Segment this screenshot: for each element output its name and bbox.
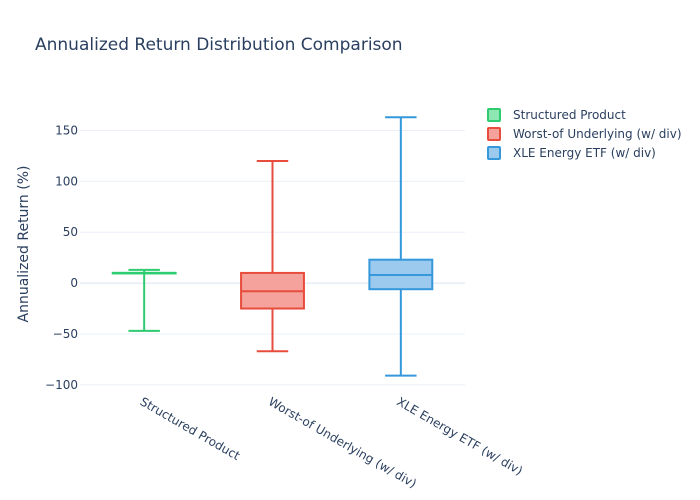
x-tick-label: Worst-of Underlying (w/ div) xyxy=(266,394,419,490)
y-tick-label: 50 xyxy=(63,225,78,239)
legend-label: Structured Product xyxy=(513,108,626,122)
legend-item-2[interactable]: Worst-of Underlying (w/ div) xyxy=(487,127,682,141)
chart-title: Annualized Return Distribution Compariso… xyxy=(35,35,403,55)
legend-swatch xyxy=(487,146,501,160)
y-tick-label: 100 xyxy=(55,174,78,188)
box-2 xyxy=(240,160,305,353)
box-plots xyxy=(111,116,434,377)
y-axis-ticks: −100 −50 0 50 100 150 xyxy=(45,124,78,392)
legend-label: Worst-of Underlying (w/ div) xyxy=(513,127,682,141)
x-axis-ticks: Structured Product Worst-of Underlying (w… xyxy=(138,394,525,490)
y-tick-label: 0 xyxy=(70,276,78,290)
legend-label: XLE Energy ETF (w/ div) xyxy=(513,146,656,160)
y-axis-title: Annualized Return (%) xyxy=(16,166,32,323)
legend-item-1[interactable]: Structured Product xyxy=(487,108,626,122)
legend-swatch xyxy=(487,127,501,141)
y-tick-label: −50 xyxy=(53,327,78,341)
x-tick-label: Structured Product xyxy=(138,394,243,463)
y-tick-label: −100 xyxy=(45,378,78,392)
legend-swatch xyxy=(487,108,501,122)
legend-item-3[interactable]: XLE Energy ETF (w/ div) xyxy=(487,146,656,160)
legend[interactable]: Structured Product Worst-of Underlying (w… xyxy=(487,108,682,160)
x-tick-label: XLE Energy ETF (w/ div) xyxy=(394,394,525,478)
box-1 xyxy=(111,268,177,332)
box-3 xyxy=(368,116,434,377)
y-tick-label: 150 xyxy=(55,124,78,138)
